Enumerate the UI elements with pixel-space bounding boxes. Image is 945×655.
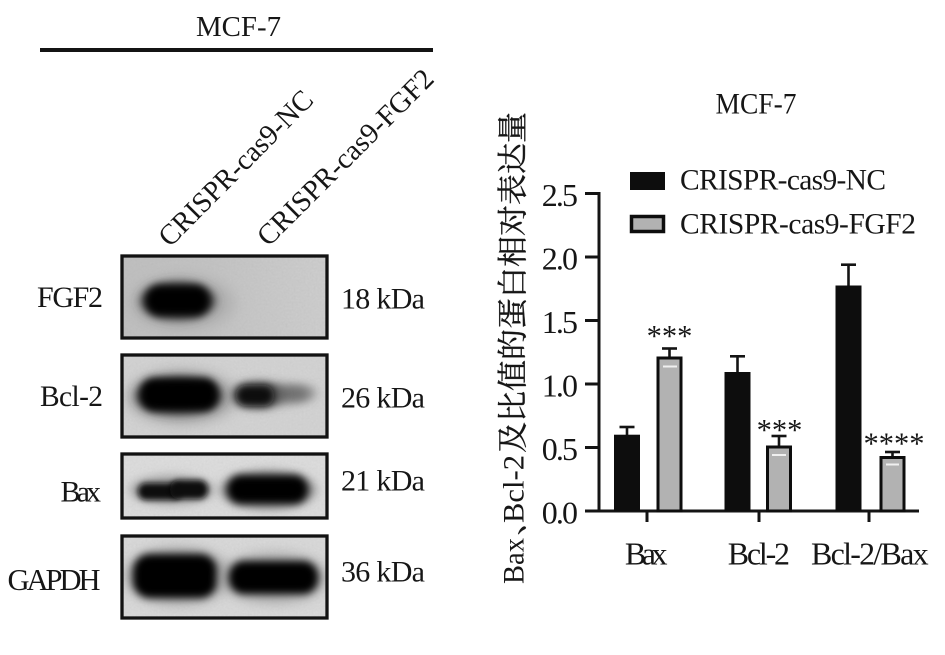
svg-text:0.0: 0.0 <box>542 494 578 530</box>
svg-text:2.5: 2.5 <box>542 177 578 213</box>
svg-text:18 kDa: 18 kDa <box>341 283 425 316</box>
svg-text:0.5: 0.5 <box>542 431 578 467</box>
svg-text:Bcl-2/Bax: Bcl-2/Bax <box>811 536 929 572</box>
svg-text:1.5: 1.5 <box>542 304 578 340</box>
svg-text:FGF2: FGF2 <box>37 281 103 314</box>
svg-text:Bax: Bax <box>625 536 668 572</box>
svg-text:36 kDa: 36 kDa <box>341 556 425 589</box>
svg-text:****: **** <box>864 427 925 461</box>
svg-text:21 kDa: 21 kDa <box>341 465 425 498</box>
svg-text:MCF-7: MCF-7 <box>716 88 797 121</box>
svg-text:GAPDH: GAPDH <box>8 563 101 597</box>
svg-text:CRISPR-cas9-NC: CRISPR-cas9-NC <box>680 165 886 197</box>
svg-text:26 kDa: 26 kDa <box>341 382 425 415</box>
svg-text:CRISPR-cas9-FGF2: CRISPR-cas9-FGF2 <box>251 63 441 253</box>
svg-text:1.0: 1.0 <box>542 367 578 403</box>
svg-text:***: *** <box>757 413 803 447</box>
svg-text:MCF-7: MCF-7 <box>196 11 281 43</box>
svg-text:CRISPR-cas9-FGF2: CRISPR-cas9-FGF2 <box>680 209 916 241</box>
svg-text:2.0: 2.0 <box>542 240 578 276</box>
svg-text:Bcl-2: Bcl-2 <box>728 536 790 572</box>
svg-text:***: *** <box>647 319 693 353</box>
svg-text:Bax: Bax <box>61 476 102 509</box>
svg-text:Bcl-2: Bcl-2 <box>40 381 103 413</box>
svg-text:Bcl-2: Bcl-2 <box>498 455 531 523</box>
svg-text:Bax: Bax <box>498 538 531 584</box>
